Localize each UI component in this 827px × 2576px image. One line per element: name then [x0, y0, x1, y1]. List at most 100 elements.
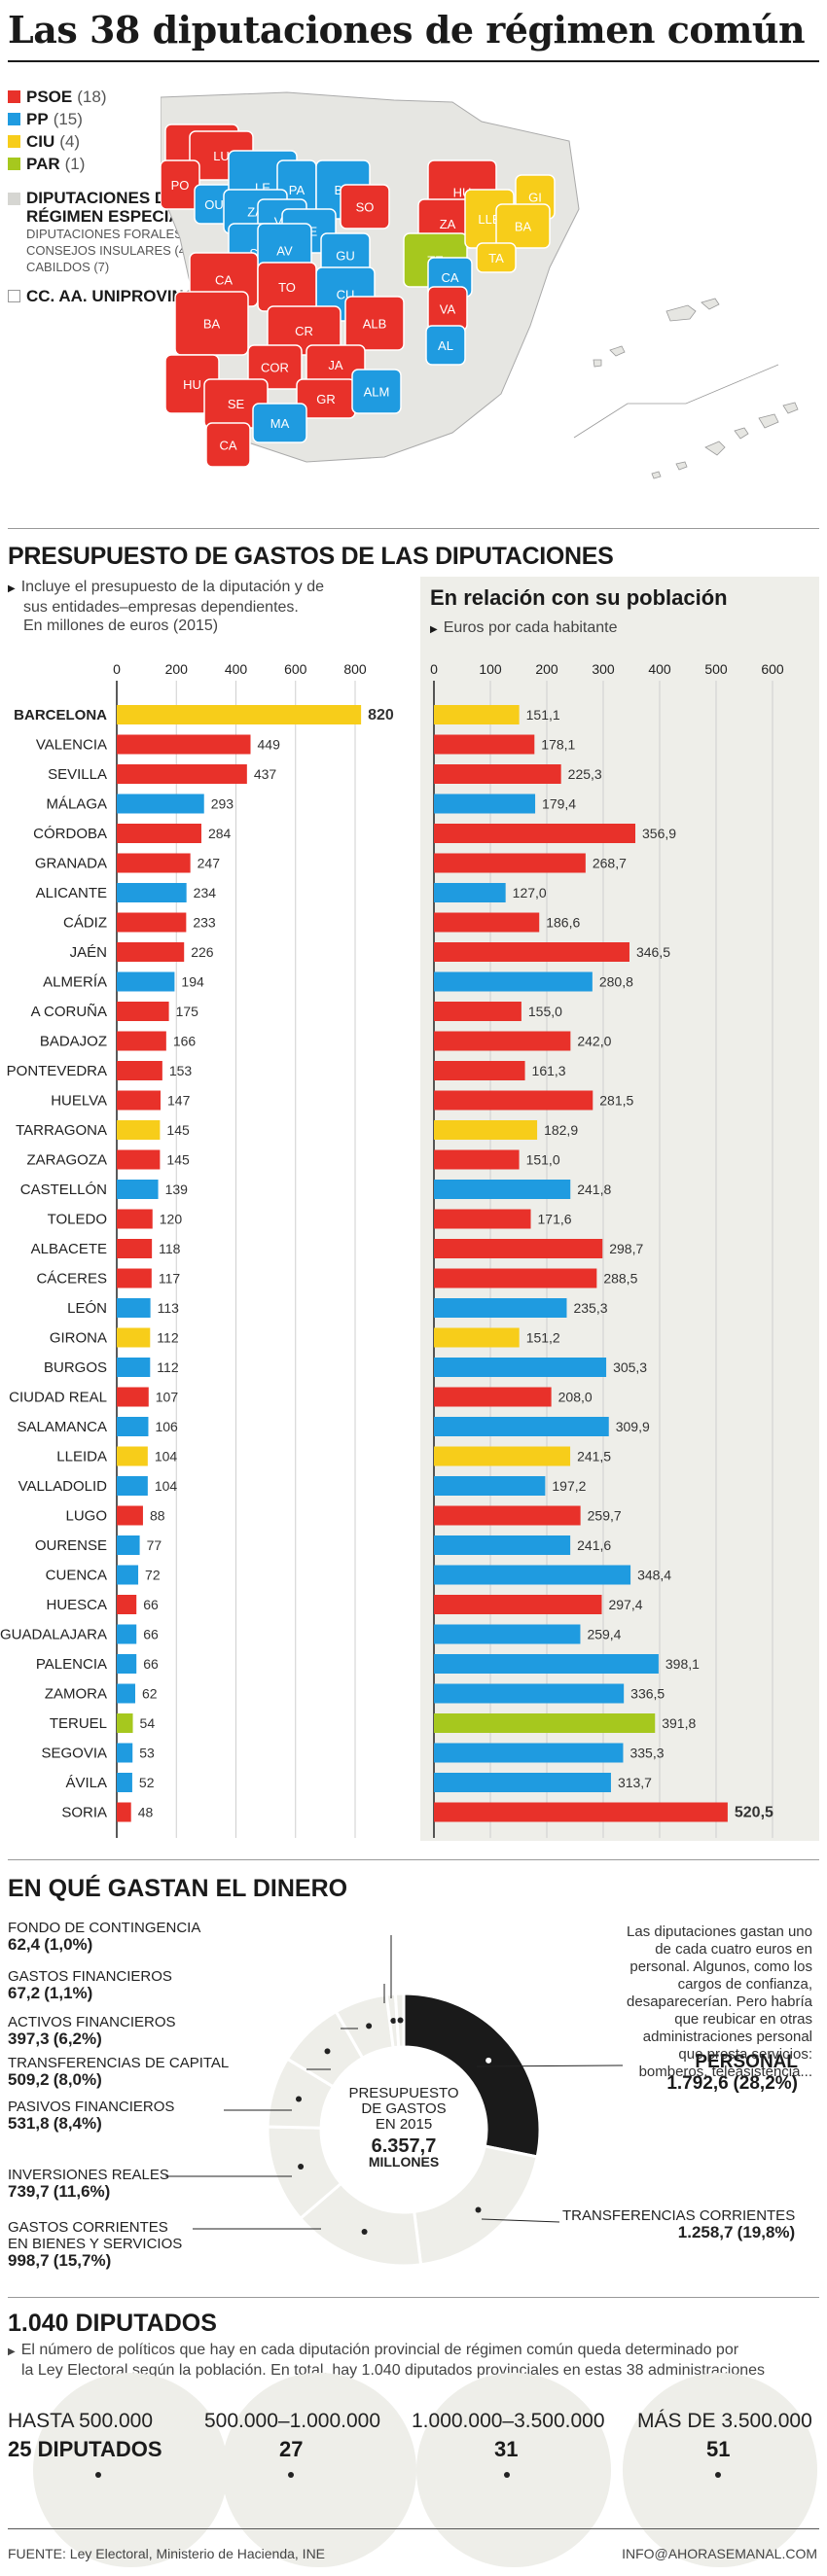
group-value: 51 — [706, 2437, 731, 2461]
bar — [117, 1061, 162, 1080]
bar — [434, 1327, 520, 1348]
bar-value-label: 437 — [254, 766, 277, 782]
slice-dot — [296, 2096, 303, 2102]
legend-swatch — [8, 113, 20, 125]
x-tick-label: 0 — [113, 661, 121, 677]
bullet-dot — [504, 2472, 510, 2478]
bar-value-label: 112 — [157, 1330, 179, 1346]
bar — [117, 1387, 149, 1407]
bar — [434, 1002, 521, 1021]
slice-dot — [390, 2018, 397, 2025]
bar — [434, 1624, 581, 1644]
bar — [434, 705, 520, 724]
bar — [117, 1180, 159, 1199]
slice-value: 998,7 — [8, 2251, 50, 2270]
bar-value-label: 151,1 — [526, 707, 560, 723]
legend-swatch — [8, 192, 20, 205]
bar — [434, 1090, 593, 1111]
bar — [117, 971, 175, 992]
bar — [117, 824, 201, 843]
page-title: Las 38 diputaciones de régimen común — [8, 8, 806, 52]
note-line: En millones de euros (2015) — [23, 618, 219, 634]
bar-value-label: 175 — [176, 1004, 199, 1019]
slice-dot — [366, 2023, 373, 2029]
bar-value-label: 298,7 — [609, 1241, 643, 1256]
category-label: CUENCA — [46, 1568, 107, 1584]
per-capita-note: ▶ Euros por cada habitante — [430, 618, 618, 639]
category-label: A CORUÑA — [31, 1004, 107, 1020]
bar — [117, 1505, 143, 1526]
contact-email[interactable]: INFO@AHORASEMANAL.COM — [622, 2546, 817, 2561]
x-tick-label: 200 — [165, 661, 189, 677]
province-label: GU — [336, 249, 355, 264]
bar — [117, 942, 185, 962]
category-label: BADAJOZ — [40, 1034, 107, 1050]
x-tick-label: 600 — [284, 661, 307, 677]
bar — [117, 883, 187, 902]
bar-value-label: 194 — [181, 974, 204, 990]
bar — [117, 1002, 169, 1021]
bar — [434, 1180, 571, 1199]
bar — [434, 853, 586, 873]
bar — [434, 1713, 656, 1733]
slice-value: 509,2 — [8, 2070, 50, 2089]
bar-value-label: 104 — [155, 1478, 178, 1494]
bar — [434, 1683, 625, 1704]
province-label: BA — [515, 220, 532, 234]
bar-value-label: 284 — [208, 826, 232, 841]
x-tick-label: 300 — [592, 661, 615, 677]
triangle-icon: ▶ — [8, 583, 16, 594]
legend-swatch — [8, 290, 20, 302]
bar-value-label: 77 — [147, 1537, 162, 1553]
bar-value-label: 153 — [169, 1063, 193, 1078]
bar — [117, 1713, 133, 1733]
category-label: CIUDAD REAL — [9, 1390, 107, 1406]
province-alb — [344, 296, 405, 351]
bar — [117, 764, 247, 784]
bar — [434, 1654, 659, 1674]
bar — [434, 1209, 531, 1229]
bar-value-label: 309,9 — [616, 1419, 650, 1434]
province-label: SE — [228, 397, 245, 411]
bar-value-label: 48 — [138, 1805, 154, 1820]
category-label: LUGO — [65, 1508, 107, 1525]
bar-value-label: 155,0 — [528, 1004, 562, 1019]
bar-value-label: 242,0 — [577, 1034, 611, 1049]
category-label: VALLADOLID — [18, 1478, 108, 1495]
category-label: JAÉN — [70, 944, 107, 961]
province-al — [425, 325, 466, 366]
bullet-dot — [715, 2472, 721, 2478]
category-label: CASTELLÓN — [20, 1182, 107, 1198]
bar — [434, 1387, 552, 1407]
slice-value: 739,7 — [8, 2182, 50, 2201]
group-range: HASTA 500.000 — [8, 2410, 154, 2432]
center-line: PRESUPUESTO — [348, 2085, 459, 2101]
province-label: VA — [440, 302, 456, 317]
bar-value-label: 113 — [158, 1300, 180, 1316]
bar-value-label: 117 — [159, 1271, 181, 1287]
slice-name: GASTOS CORRIENTES — [8, 2219, 168, 2236]
legend-label: PP — [26, 109, 49, 128]
bar-value-label: 182,9 — [544, 1122, 578, 1138]
bar — [434, 1535, 571, 1555]
bar-value-label: 171,6 — [538, 1212, 572, 1227]
category-label: TARRAGONA — [16, 1122, 107, 1139]
x-tick-label: 600 — [761, 661, 784, 677]
bar-value-label: 259,4 — [587, 1627, 621, 1642]
bar — [434, 1061, 525, 1080]
bar — [117, 1624, 137, 1644]
legend-label: CIU — [26, 131, 55, 151]
bar-value-label: 106 — [155, 1419, 178, 1434]
bar — [434, 971, 593, 992]
province-alm — [351, 369, 402, 414]
bar-value-label: 66 — [143, 1656, 159, 1672]
bar — [434, 1743, 624, 1763]
slice-pct: (15,7%) — [53, 2251, 112, 2270]
bar-value-label: 281,5 — [599, 1093, 633, 1109]
bar — [434, 1120, 538, 1140]
group-value: 27 — [279, 2437, 304, 2461]
label-gastos-corrientes: GASTOS CORRIENTES EN BIENES Y SERVICIOS … — [8, 2219, 182, 2270]
bar-value-label: 820 — [368, 707, 394, 723]
bar — [117, 1654, 137, 1674]
legend-label: PSOE — [26, 87, 73, 106]
